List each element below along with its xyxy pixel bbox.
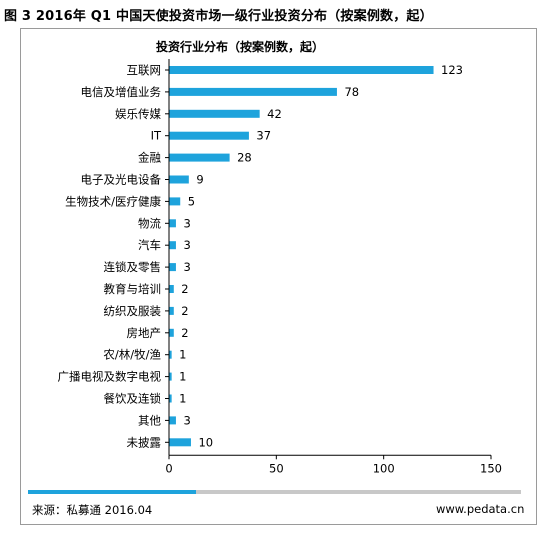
source-note: 来源：私募通 2016.04 <box>32 503 153 517</box>
data-label: 3 <box>183 216 190 230</box>
data-label: 10 <box>198 435 213 449</box>
bar <box>169 87 337 96</box>
bar <box>169 197 181 206</box>
category-label: 纺织及服装 <box>104 304 162 318</box>
category-label: 金融 <box>138 151 161 165</box>
category-label: 汽车 <box>138 238 161 252</box>
data-label: 2 <box>181 282 188 296</box>
category-label: 广播电视及数字电视 <box>58 370 162 384</box>
x-tick-label: 150 <box>480 461 502 475</box>
data-label: 9 <box>196 173 203 187</box>
data-label: 1 <box>179 348 186 362</box>
bar <box>169 263 176 272</box>
data-label: 37 <box>256 129 271 143</box>
category-label: 农/林/牧/渔 <box>103 348 161 362</box>
category-label: 其他 <box>138 413 161 427</box>
category-label: 餐饮及连锁 <box>104 392 162 406</box>
category-label: 房地产 <box>127 326 162 340</box>
bar <box>169 394 172 403</box>
bar <box>169 285 174 293</box>
data-label: 3 <box>183 238 190 252</box>
category-label: 电子及光电设备 <box>81 173 162 187</box>
bar <box>169 350 172 359</box>
bar <box>169 438 191 447</box>
data-label: 3 <box>183 260 190 274</box>
bar <box>169 306 174 315</box>
data-label: 78 <box>344 85 359 99</box>
data-label: 3 <box>183 413 190 427</box>
category-label: 物流 <box>138 216 161 230</box>
x-tick-label: 100 <box>373 461 395 475</box>
data-label: 42 <box>267 107 282 121</box>
footer-bar-accent <box>28 490 196 494</box>
bar <box>169 66 434 74</box>
data-label: 1 <box>179 392 186 406</box>
bar <box>169 372 172 381</box>
category-label: 互联网 <box>127 63 162 77</box>
category-label: 连锁及零售 <box>104 260 162 274</box>
category-label: 未披露 <box>127 435 162 449</box>
footer-bar <box>28 490 521 494</box>
bar <box>169 109 260 118</box>
data-label: 28 <box>237 151 252 165</box>
chart-title: 投资行业分布（按案例数，起） <box>156 39 324 54</box>
figure-title: 图 3 2016年 Q1 中国天使投资市场一级行业投资分布（按案例数，起） <box>4 9 433 24</box>
website-link[interactable]: www.pedata.cn <box>436 502 525 516</box>
bar <box>169 131 249 140</box>
x-tick-label: 50 <box>269 461 284 475</box>
data-label: 123 <box>441 63 463 77</box>
x-tick-label: 0 <box>165 461 172 475</box>
data-label: 5 <box>188 194 195 208</box>
bar <box>169 219 176 228</box>
data-label: 2 <box>181 326 188 340</box>
category-label: IT <box>151 129 162 143</box>
data-label: 1 <box>179 370 186 384</box>
category-label: 教育与培训 <box>104 282 162 296</box>
bar <box>169 175 189 184</box>
category-label: 娱乐传媒 <box>115 107 161 121</box>
bar <box>169 241 176 250</box>
bar <box>169 416 176 425</box>
bar <box>169 328 174 337</box>
category-label: 生物技术/医疗健康 <box>65 194 161 208</box>
bar <box>169 153 230 162</box>
data-label: 2 <box>181 304 188 318</box>
chart-frame: 投资行业分布（按案例数，起） 互联网 123 电信及增值业务 78 娱乐传媒 42 IT 37 金… <box>20 28 537 525</box>
category-label: 电信及增值业务 <box>81 85 162 99</box>
